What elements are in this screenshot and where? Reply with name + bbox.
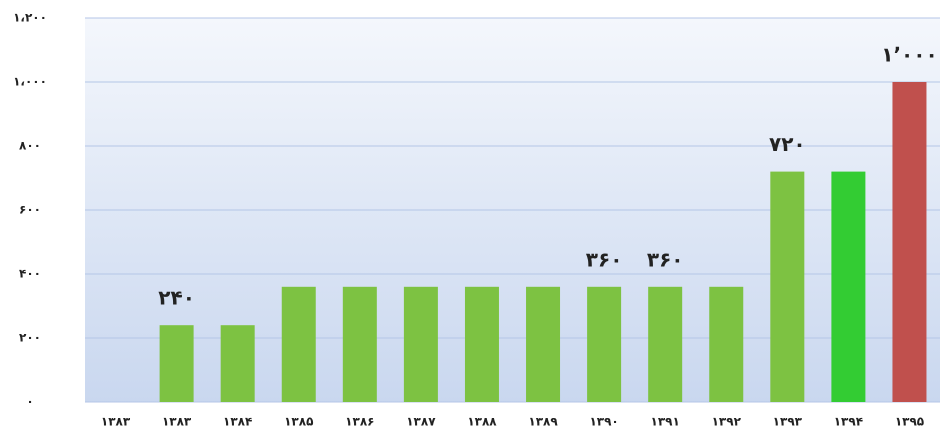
bar	[159, 325, 194, 402]
bar	[587, 286, 622, 402]
value-label: ۳۶۰	[647, 247, 684, 271]
bar	[892, 82, 927, 402]
bar	[281, 286, 316, 402]
y-tick-label: ۸۰۰	[19, 139, 41, 153]
x-tick-label: ۱۳۸۸	[467, 415, 497, 429]
value-label: ۳۶۰	[586, 247, 623, 271]
y-tick-label: ۱،۰۰۰	[13, 75, 47, 89]
x-tick-label: ۱۳۸۳	[162, 415, 192, 429]
x-tick-label: ۱۳۹۴	[834, 415, 863, 429]
y-tick-label: ۶۰۰	[19, 203, 41, 217]
x-tick-label: ۱۳۸۴	[223, 415, 252, 429]
value-label: ۷۲۰	[769, 132, 806, 156]
x-tick-label: ۱۳۹۵	[895, 415, 924, 429]
x-tick-label: ۱۳۸۵	[284, 415, 313, 429]
bar	[770, 171, 805, 402]
y-tick-label: ۴۰۰	[19, 267, 41, 281]
bar	[831, 171, 866, 402]
x-tick-label: ۱۳۸۳	[101, 415, 131, 429]
x-tick-label: ۱۳۹۲	[712, 415, 742, 429]
x-tick-label: ۱۳۹۳	[773, 415, 803, 429]
y-tick-label: ۰	[26, 395, 33, 409]
x-tick-label: ۱۳۹۰	[589, 415, 618, 429]
x-tick-label: ۱۳۸۶	[345, 415, 374, 429]
value-label: ۲۴۰	[158, 286, 195, 310]
bar	[709, 286, 744, 402]
bar	[648, 286, 683, 402]
x-tick-label: ۱۳۹۱	[651, 415, 680, 429]
bar	[342, 286, 377, 402]
value-label: ۱٬۰۰۰	[881, 43, 937, 67]
y-tick-label: ۱،۲۰۰	[13, 11, 47, 25]
bar	[403, 286, 438, 402]
x-tick-label: ۱۳۸۹	[528, 415, 558, 429]
x-tick-label: ۱۳۸۷	[406, 415, 436, 429]
bar	[526, 286, 561, 402]
y-tick-label: ۲۰۰	[19, 331, 41, 345]
bar	[220, 325, 255, 402]
bar	[464, 286, 499, 402]
